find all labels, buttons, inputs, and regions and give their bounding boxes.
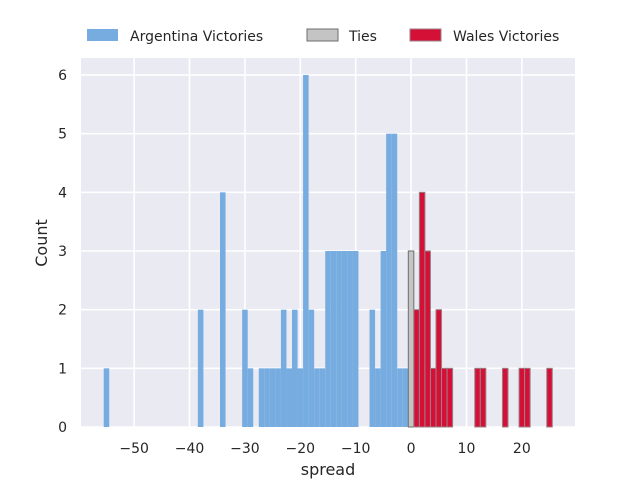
- bar-argentina-victories: [347, 251, 353, 427]
- y-tick-labels: 0 1 2 3 4 5 6: [58, 68, 67, 436]
- bars: [103, 75, 553, 428]
- y-tick-label: 5: [58, 127, 67, 143]
- bar-argentina-victories: [341, 251, 348, 427]
- legend-swatch: [306, 28, 339, 42]
- bar-argentina-victories: [314, 368, 320, 427]
- y-axis-label: Count: [32, 219, 51, 267]
- legend-label: Ties: [348, 29, 377, 45]
- x-tick-label: −30: [230, 441, 260, 457]
- bar-wales-victories: [546, 367, 553, 428]
- y-tick-label: 2: [58, 303, 67, 319]
- bar-argentina-victories: [220, 192, 226, 427]
- bar-wales-victories: [446, 367, 454, 428]
- legend-swatch: [87, 29, 118, 41]
- bar-argentina-victories: [292, 309, 298, 427]
- bar-argentina-victories: [319, 368, 326, 427]
- bar-wales-victories: [441, 367, 448, 428]
- bar-wales-victories: [413, 309, 420, 428]
- bar-argentina-victories: [380, 251, 387, 427]
- bar-argentina-victories: [286, 368, 293, 427]
- bar-wales-victories: [524, 367, 531, 428]
- y-tick-label: 3: [58, 244, 67, 260]
- legend-swatch: [409, 28, 442, 42]
- x-axis-label: spread: [301, 460, 356, 479]
- bar-argentina-victories: [297, 368, 304, 427]
- bar-argentina-victories: [369, 309, 376, 427]
- bar-argentina-victories: [247, 368, 254, 427]
- bar-argentina-victories: [258, 368, 265, 427]
- x-tick-label: −50: [119, 441, 149, 457]
- y-tick-label: 4: [58, 185, 67, 201]
- bar-argentina-victories: [269, 368, 276, 427]
- x-tick-label: −40: [175, 441, 205, 457]
- y-tick-label: 0: [58, 420, 67, 436]
- bar-argentina-victories: [280, 309, 287, 427]
- bar-argentina-victories: [275, 368, 281, 427]
- bar-ties: [407, 250, 415, 428]
- bar-argentina-victories: [375, 368, 381, 427]
- bar-wales-victories: [479, 367, 487, 428]
- bar-wales-victories: [474, 367, 481, 428]
- x-tick-labels: −50 −40 −30 −20 −10 0 10 20: [119, 441, 530, 457]
- legend-label: Wales Victories: [453, 29, 559, 45]
- bar-argentina-victories: [242, 309, 248, 427]
- x-tick-label: 10: [458, 441, 476, 457]
- y-tick-label: 1: [58, 361, 67, 377]
- bar-argentina-victories: [391, 133, 398, 428]
- bar-wales-victories: [501, 367, 509, 428]
- legend-label: Argentina Victories: [130, 29, 263, 45]
- bar-argentina-victories: [386, 133, 392, 428]
- y-tick-label: 6: [58, 68, 67, 84]
- bar-wales-victories: [424, 250, 431, 428]
- bar-wales-victories: [518, 367, 526, 428]
- bar-argentina-victories: [402, 368, 409, 427]
- bar-argentina-victories: [303, 75, 309, 427]
- x-tick-label: −10: [341, 441, 371, 457]
- bar-wales-victories: [418, 191, 426, 428]
- bar-argentina-victories: [330, 251, 337, 427]
- bar-argentina-victories: [197, 309, 204, 427]
- bar-argentina-victories: [325, 251, 331, 427]
- x-tick-label: −20: [286, 441, 316, 457]
- bar-argentina-victories: [352, 251, 359, 427]
- legend: Argentina Victories Ties Wales Victories: [87, 28, 559, 45]
- bar-wales-victories: [429, 367, 437, 428]
- bar-argentina-victories: [308, 309, 315, 427]
- bar-wales-victories: [435, 309, 443, 428]
- bar-argentina-victories: [264, 368, 270, 427]
- bar-argentina-victories: [336, 251, 342, 427]
- bar-argentina-victories: [397, 368, 403, 427]
- x-tick-label: 20: [513, 441, 531, 457]
- bar-argentina-victories: [103, 368, 110, 427]
- x-tick-label: 0: [407, 441, 416, 457]
